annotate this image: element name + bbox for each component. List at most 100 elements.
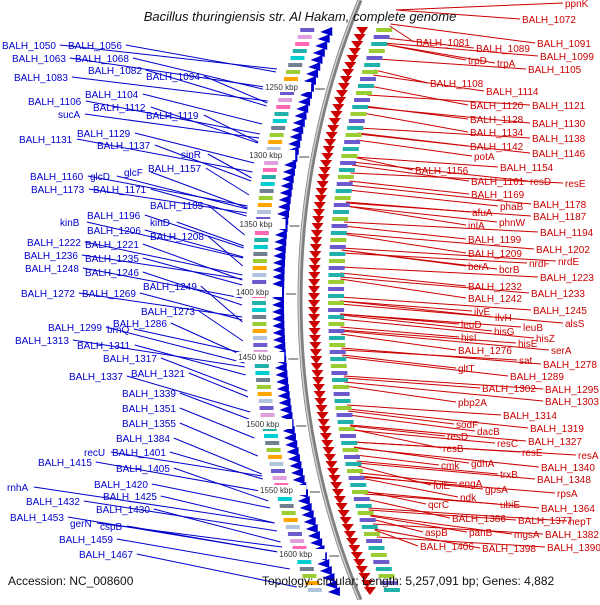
plus-strand-gene [308, 293, 321, 301]
cog-block [328, 294, 345, 298]
cog-block [359, 518, 376, 522]
cog-block [338, 168, 355, 172]
plus-strand-gene [312, 209, 325, 217]
cog-block [371, 42, 388, 46]
cog-block [292, 546, 307, 550]
minus-leader-line [84, 113, 260, 139]
cog-block [258, 196, 273, 200]
accession-text: Accession: NC_008600 [8, 574, 134, 588]
minus-gene-label: BALH_1384 [116, 434, 170, 445]
plus-leader-line [339, 300, 494, 318]
cog-block [334, 399, 351, 403]
plus-leader-line [347, 404, 502, 416]
cog-block [255, 371, 270, 375]
cog-block [307, 588, 322, 592]
plus-leader-line [346, 202, 532, 217]
plus-gene-label: phnW [499, 218, 526, 229]
plus-leader-line [350, 429, 496, 444]
plus-leader-line [340, 266, 539, 278]
cog-block [253, 343, 268, 347]
minus-strand-gene [272, 335, 285, 344]
minus-gene-label: BALH_1420 [94, 480, 148, 491]
cog-block [285, 525, 300, 529]
plus-strand-gene [337, 510, 350, 518]
cog-block [279, 504, 294, 508]
cog-block [300, 28, 315, 32]
cog-block [328, 315, 345, 319]
plus-gene-label: resC [497, 439, 518, 450]
plus-gene-label: BALH_1276 [458, 346, 512, 357]
minus-strand-gene [299, 503, 312, 512]
cog-block [256, 378, 271, 382]
plus-gene-label: BALH_1278 [543, 360, 597, 371]
minus-strand-gene [272, 314, 285, 323]
plus-gene-label: resD [530, 177, 551, 188]
plus-leader-line [347, 189, 499, 207]
cog-block [283, 77, 298, 81]
minus-gene-label: BALH_1272 [21, 289, 75, 300]
plus-leader-line [353, 156, 499, 168]
plus-strand-gene [353, 34, 366, 42]
plus-gene-label: BALH_1161 [471, 177, 525, 188]
cog-block [368, 49, 385, 53]
minus-leader-line [84, 241, 243, 276]
minus-gene-label: BALH_1160 [30, 172, 84, 183]
minus-gene-label: BALH_1321 [131, 369, 185, 380]
minus-strand-gene [310, 55, 323, 64]
cog-block [347, 126, 364, 130]
plus-gene-label: leuD [461, 320, 482, 331]
cog-block [297, 35, 312, 39]
minus-strand-gene [297, 496, 310, 505]
plus-leader-line [347, 408, 529, 429]
cog-block [328, 259, 345, 263]
minus-leader-line [134, 132, 255, 164]
minus-gene-label: BALH_1459 [59, 535, 113, 546]
plus-strand-gene [308, 328, 321, 336]
minus-strand-gene [312, 48, 325, 57]
plus-leader-line [345, 205, 498, 223]
plus-strand-gene [311, 223, 324, 231]
minus-strand-gene [272, 307, 285, 316]
plus-strand-gene [332, 489, 344, 497]
plus-strand-gene [312, 384, 325, 392]
plus-leader-line [378, 58, 527, 70]
minus-strand-gene [279, 405, 292, 414]
minus-gene-label: BALH_1206 [87, 226, 141, 237]
minus-strand-gene [291, 125, 304, 134]
plus-gene-label: BALH_1303 [545, 397, 599, 408]
cog-block [381, 581, 398, 585]
minus-strand-leader-lines [33, 44, 297, 588]
cog-block [336, 413, 353, 417]
plus-gene-label: resB [443, 444, 464, 455]
plus-leader-line [369, 85, 469, 106]
cog-block [257, 392, 272, 396]
plus-leader-line [340, 272, 467, 287]
cog-block [345, 462, 362, 466]
plus-strand-gene [321, 153, 334, 161]
minus-leader-line [144, 214, 244, 249]
plus-strand-gene [309, 349, 322, 357]
cog-block [362, 70, 379, 74]
minus-leader-line [207, 153, 252, 179]
cog-block [353, 497, 370, 501]
plus-leader-line [339, 300, 473, 312]
plus-leader-line [395, 2, 564, 11]
backbone-arc [297, 0, 363, 601]
minus-gene-label: sinR [181, 150, 201, 161]
plus-gene-label: BALH_1406 [420, 542, 474, 553]
plus-gene-label: dacB [477, 427, 500, 438]
plus-strand-gene [308, 279, 321, 287]
plus-strand-gene [313, 391, 326, 399]
plus-strand-gene [328, 118, 341, 126]
plus-strand-gene [309, 244, 322, 252]
cog-block [269, 133, 284, 137]
plus-gene-label: BALH_1187 [533, 212, 587, 223]
scale-label: 1550 kbp [260, 486, 293, 495]
cog-block [366, 539, 383, 543]
cog-block [266, 448, 281, 452]
minus-gene-label: BALH_1351 [122, 404, 176, 415]
minus-leader-line [203, 114, 259, 143]
plus-gene-label: resD [447, 432, 468, 443]
minus-gene-label: recU [84, 448, 105, 459]
